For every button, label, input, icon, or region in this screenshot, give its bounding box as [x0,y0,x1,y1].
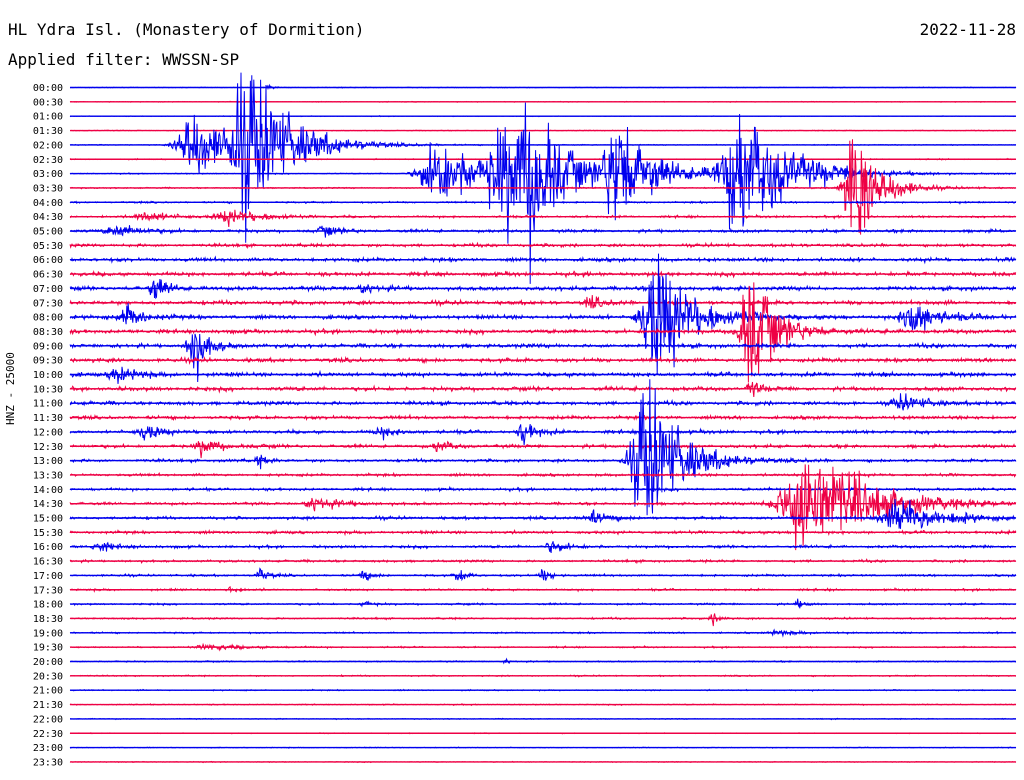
row-time-label: 16:30 [33,557,63,568]
row-time-label: 09:00 [33,341,63,352]
row-time-label: 18:00 [33,600,63,611]
row-time-label: 11:00 [33,399,63,410]
row-time-label: 07:00 [33,284,63,295]
row-time-label: 04:30 [33,212,63,223]
row-time-label: 17:30 [33,585,63,596]
trace-row [69,253,1017,375]
trace-row [69,440,1017,459]
row-time-label: 04:00 [33,198,63,209]
row-time-label: 01:00 [33,112,63,123]
row-time-label: 19:30 [33,643,63,654]
row-time-label: 23:30 [33,757,63,768]
row-time-label: 06:00 [33,255,63,266]
row-time-label: 00:00 [33,83,63,94]
row-time-label: 17:00 [33,571,63,582]
trace-row [69,567,1017,582]
trace-row [69,295,1017,309]
trace-row [69,282,1017,383]
row-time-label: 12:00 [33,427,63,438]
row-time-label: 00:30 [33,97,63,108]
row-time-label: 08:30 [33,327,63,338]
trace-row [69,613,1017,627]
trace-row [69,424,1017,446]
row-time-label: 21:00 [33,686,63,697]
row-time-label: 14:30 [33,499,63,510]
row-time-label: 03:30 [33,183,63,194]
row-time-label: 11:30 [33,413,63,424]
row-time-label: 19:00 [33,628,63,639]
trace-row [69,379,1017,516]
row-time-label: 13:00 [33,456,63,467]
row-time-label: 20:00 [33,657,63,668]
row-time-label: 13:30 [33,470,63,481]
row-time-label: 15:00 [33,514,63,525]
row-time-label: 15:30 [33,528,63,539]
row-time-label: 12:30 [33,442,63,453]
row-time-label: 05:00 [33,227,63,238]
trace-row [69,366,1017,384]
row-time-label: 14:00 [33,485,63,496]
row-time-label: 02:30 [33,155,63,166]
filter-label: Applied filter: WWSSN-SP [8,50,240,69]
row-time-label: 06:30 [33,270,63,281]
trace-row [69,393,1017,411]
row-time-label: 05:30 [33,241,63,252]
row-time-label: 20:30 [33,671,63,682]
row-time-label: 16:00 [33,542,63,553]
row-time-label: 08:00 [33,313,63,324]
trace-row [69,209,1017,228]
trace-row [69,464,1017,551]
row-time-label: 22:30 [33,729,63,740]
row-time-label: 01:30 [33,126,63,137]
row-time-label: 22:00 [33,714,63,725]
row-time-label: 21:30 [33,700,63,711]
station-title: HL Ydra Isl. (Monastery of Dormition) [8,20,365,39]
row-time-label: 03:00 [33,169,63,180]
row-time-label: 10:30 [33,384,63,395]
row-time-label: 07:30 [33,298,63,309]
row-time-label: 02:00 [33,140,63,151]
row-time-label: 10:00 [33,370,63,381]
record-date: 2022-11-28 [919,20,1016,39]
row-time-label: 09:30 [33,356,63,367]
row-time-label: 18:30 [33,614,63,625]
row-time-label: 23:00 [33,743,63,754]
